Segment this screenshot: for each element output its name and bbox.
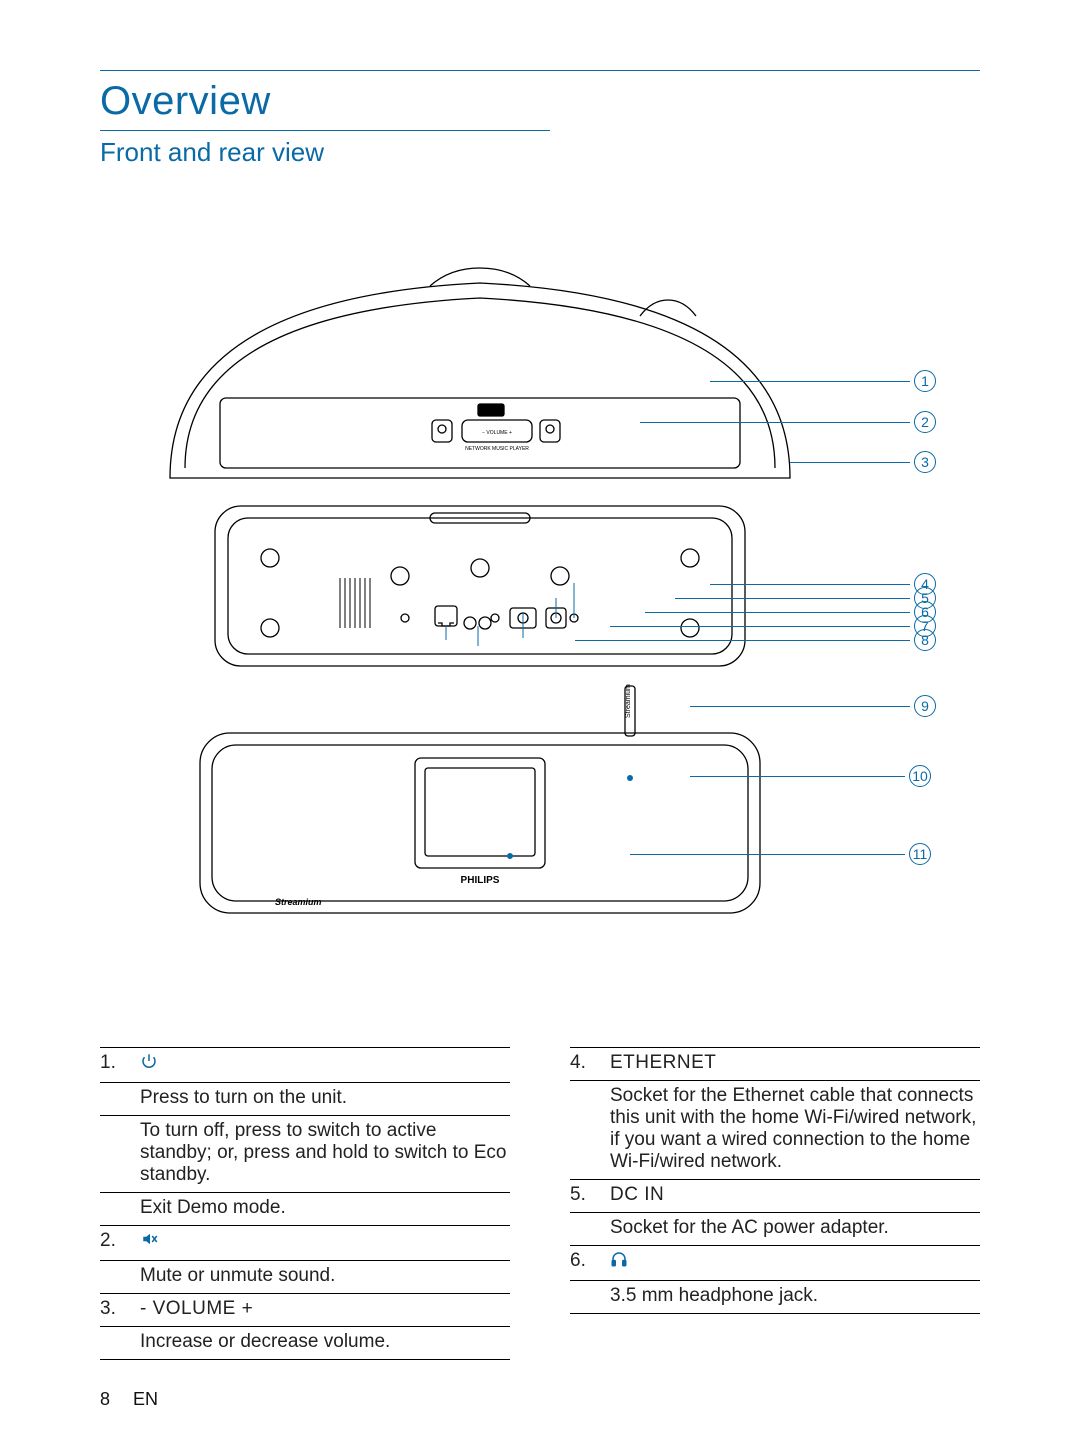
item-number: 6. bbox=[570, 1250, 610, 1274]
callout-number: 8 bbox=[914, 629, 936, 651]
item-line-text: Exit Demo mode. bbox=[140, 1197, 510, 1219]
callout-number: 3 bbox=[914, 451, 936, 473]
top-rule bbox=[100, 70, 980, 71]
callout-line bbox=[645, 612, 910, 613]
callout-10: 10 bbox=[690, 765, 931, 787]
item-line-text: Socket for the AC power adapter. bbox=[610, 1217, 980, 1239]
callout-line bbox=[575, 640, 910, 641]
right-column: 4.ETHERNET Socket for the Ethernet cable … bbox=[570, 1047, 980, 1360]
item-line-text: Socket for the Ethernet cable that conne… bbox=[610, 1085, 980, 1173]
left-column: 1.Press to turn on the unit. To turn off,… bbox=[100, 1047, 510, 1360]
device-diagram: − VOLUME + NETWORK MUSIC PLAYER bbox=[100, 178, 980, 918]
power-icon bbox=[140, 1054, 158, 1074]
headphone-icon bbox=[610, 1252, 628, 1272]
item-number: 2. bbox=[100, 1230, 140, 1254]
callout-11: 11 bbox=[630, 843, 931, 865]
item-header: 5.DC IN bbox=[570, 1179, 980, 1212]
callout-8: 8 bbox=[575, 629, 936, 651]
callout-number: 1 bbox=[914, 370, 936, 392]
item-number: 3. bbox=[100, 1298, 140, 1320]
item-line: Increase or decrease volume. bbox=[100, 1326, 510, 1360]
item-label: ETHERNET bbox=[610, 1052, 980, 1074]
spacer bbox=[100, 1331, 140, 1353]
callout-line bbox=[690, 706, 910, 707]
callout-number: 2 bbox=[914, 411, 936, 433]
item-label-text: DC IN bbox=[610, 1184, 664, 1205]
spacer bbox=[100, 1120, 140, 1186]
spacer bbox=[100, 1265, 140, 1287]
mid-rule bbox=[100, 130, 550, 131]
item-label bbox=[140, 1230, 510, 1254]
description-columns: 1.Press to turn on the unit. To turn off,… bbox=[100, 1047, 980, 1360]
item-number: 1. bbox=[100, 1052, 140, 1076]
callout-1: 1 bbox=[710, 370, 936, 392]
page-footer: 8 EN bbox=[100, 1389, 158, 1410]
item-line-text: Press to turn on the unit. bbox=[140, 1087, 510, 1109]
item-line-text: To turn off, press to switch to active s… bbox=[140, 1120, 510, 1186]
page-title: Overview bbox=[100, 79, 980, 124]
item-header: 3.- VOLUME + bbox=[100, 1293, 510, 1326]
callout-line bbox=[790, 462, 910, 463]
page-number: 8 bbox=[100, 1389, 110, 1409]
item-line: Press to turn on the unit. bbox=[100, 1082, 510, 1115]
item-line: Socket for the Ethernet cable that conne… bbox=[570, 1080, 980, 1179]
item-header: 1. bbox=[100, 1047, 510, 1082]
callout-2: 2 bbox=[640, 411, 936, 433]
callout-layer: 1234567891011 bbox=[100, 178, 980, 918]
item-line: 3.5 mm headphone jack. bbox=[570, 1280, 980, 1314]
spacer bbox=[100, 1197, 140, 1219]
item-label-text: ETHERNET bbox=[610, 1052, 716, 1073]
mute-icon bbox=[140, 1232, 160, 1252]
item-line: Socket for the AC power adapter. bbox=[570, 1212, 980, 1245]
item-line: Mute or unmute sound. bbox=[100, 1260, 510, 1293]
callout-number: 10 bbox=[909, 765, 931, 787]
item-header: 4.ETHERNET bbox=[570, 1047, 980, 1080]
item-label: - VOLUME + bbox=[140, 1298, 510, 1320]
spacer bbox=[570, 1085, 610, 1173]
item-line: Exit Demo mode. bbox=[100, 1192, 510, 1225]
item-line: To turn off, press to switch to active s… bbox=[100, 1115, 510, 1192]
callout-number: 11 bbox=[909, 843, 931, 865]
item-label: DC IN bbox=[610, 1184, 980, 1206]
item-label bbox=[610, 1250, 980, 1274]
callout-number: 9 bbox=[914, 695, 936, 717]
callout-9: 9 bbox=[690, 695, 936, 717]
item-line-text: Mute or unmute sound. bbox=[140, 1265, 510, 1287]
callout-line bbox=[640, 422, 910, 423]
item-line-text: Increase or decrease volume. bbox=[140, 1331, 510, 1353]
callout-line bbox=[630, 854, 905, 855]
spacer bbox=[570, 1285, 610, 1307]
item-label-text: - VOLUME + bbox=[140, 1298, 253, 1319]
callout-line bbox=[610, 626, 910, 627]
item-header: 6. bbox=[570, 1245, 980, 1280]
spacer bbox=[570, 1217, 610, 1239]
callout-line bbox=[710, 381, 910, 382]
callout-line bbox=[675, 598, 910, 599]
item-header: 2. bbox=[100, 1225, 510, 1260]
item-number: 4. bbox=[570, 1052, 610, 1074]
callout-3: 3 bbox=[790, 451, 936, 473]
page-lang: EN bbox=[133, 1389, 158, 1409]
subheading: Front and rear view bbox=[100, 137, 980, 168]
item-label bbox=[140, 1052, 510, 1076]
item-line-text: 3.5 mm headphone jack. bbox=[610, 1285, 980, 1307]
callout-line bbox=[710, 584, 910, 585]
spacer bbox=[100, 1087, 140, 1109]
callout-line bbox=[690, 776, 905, 777]
item-number: 5. bbox=[570, 1184, 610, 1206]
